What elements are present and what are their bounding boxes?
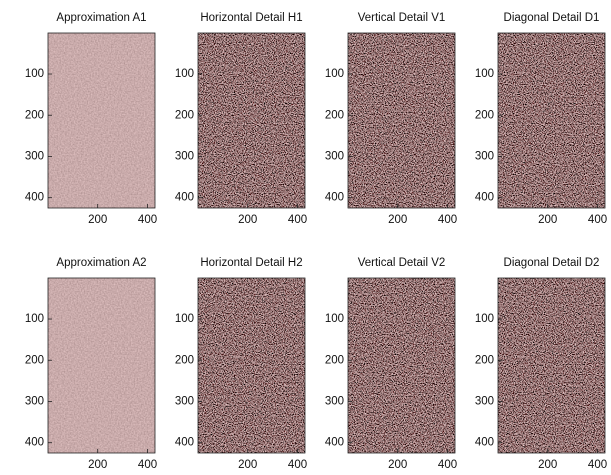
subplot-title: Horizontal Detail H2	[200, 257, 302, 269]
image	[48, 33, 155, 208]
x-tick-label: 200	[538, 214, 557, 226]
y-tick-label: 100	[175, 68, 194, 80]
y-tick-label: 300	[175, 396, 194, 408]
y-tick-label: 300	[25, 151, 44, 163]
y-tick-label: 400	[475, 192, 494, 204]
x-tick-label: 200	[388, 214, 407, 226]
x-tick-label: 400	[588, 459, 607, 471]
y-tick-label: 200	[475, 354, 494, 366]
y-tick-label: 200	[25, 109, 44, 121]
y-tick-label: 100	[25, 313, 44, 325]
x-tick-label: 200	[538, 459, 557, 471]
y-tick-label: 200	[175, 354, 194, 366]
image	[198, 278, 305, 453]
y-tick-label: 400	[325, 437, 344, 449]
figure: Approximation A1 200 400 100 200 300 400 Horizo…	[0, 0, 611, 475]
y-tick-label: 100	[25, 68, 44, 80]
y-tick-label: 300	[325, 396, 344, 408]
x-tick-label: 200	[88, 214, 107, 226]
y-tick-label: 300	[325, 151, 344, 163]
subplot-title: Vertical Detail V2	[358, 257, 446, 269]
x-tick-label: 400	[138, 214, 157, 226]
x-tick-label: 200	[238, 459, 257, 471]
subplot-title: Horizontal Detail H1	[200, 12, 302, 24]
y-tick-label: 300	[475, 396, 494, 408]
x-tick-label: 200	[388, 459, 407, 471]
x-tick-label: 400	[288, 214, 307, 226]
subplot-title: Approximation A1	[56, 12, 146, 24]
y-tick-label: 400	[175, 437, 194, 449]
y-tick-label: 400	[475, 437, 494, 449]
y-tick-label: 200	[325, 109, 344, 121]
y-tick-label: 300	[175, 151, 194, 163]
y-tick-label: 400	[25, 192, 44, 204]
image	[48, 278, 155, 453]
y-tick-label: 100	[325, 313, 344, 325]
x-tick-label: 400	[138, 459, 157, 471]
image	[348, 33, 455, 208]
image	[198, 33, 305, 208]
x-tick-label: 200	[88, 459, 107, 471]
y-tick-label: 200	[25, 354, 44, 366]
x-tick-label: 400	[438, 459, 457, 471]
subplot-title: Vertical Detail V1	[358, 12, 446, 24]
image	[498, 33, 605, 208]
x-tick-label: 400	[588, 214, 607, 226]
y-tick-label: 400	[325, 192, 344, 204]
subplot-title: Diagonal Detail D1	[504, 12, 600, 24]
y-tick-label: 400	[175, 192, 194, 204]
subplot-title: Diagonal Detail D2	[504, 257, 600, 269]
image	[498, 278, 605, 453]
x-tick-label: 400	[288, 459, 307, 471]
y-tick-label: 100	[475, 68, 494, 80]
y-tick-label: 100	[475, 313, 494, 325]
y-tick-label: 200	[475, 109, 494, 121]
y-tick-label: 200	[325, 354, 344, 366]
x-tick-label: 200	[238, 214, 257, 226]
y-tick-label: 100	[325, 68, 344, 80]
y-tick-label: 100	[175, 313, 194, 325]
y-tick-label: 300	[475, 151, 494, 163]
x-tick-label: 400	[438, 214, 457, 226]
y-tick-label: 300	[25, 396, 44, 408]
y-tick-label: 200	[175, 109, 194, 121]
image	[348, 278, 455, 453]
subplot-title: Approximation A2	[56, 257, 146, 269]
y-tick-label: 400	[25, 437, 44, 449]
